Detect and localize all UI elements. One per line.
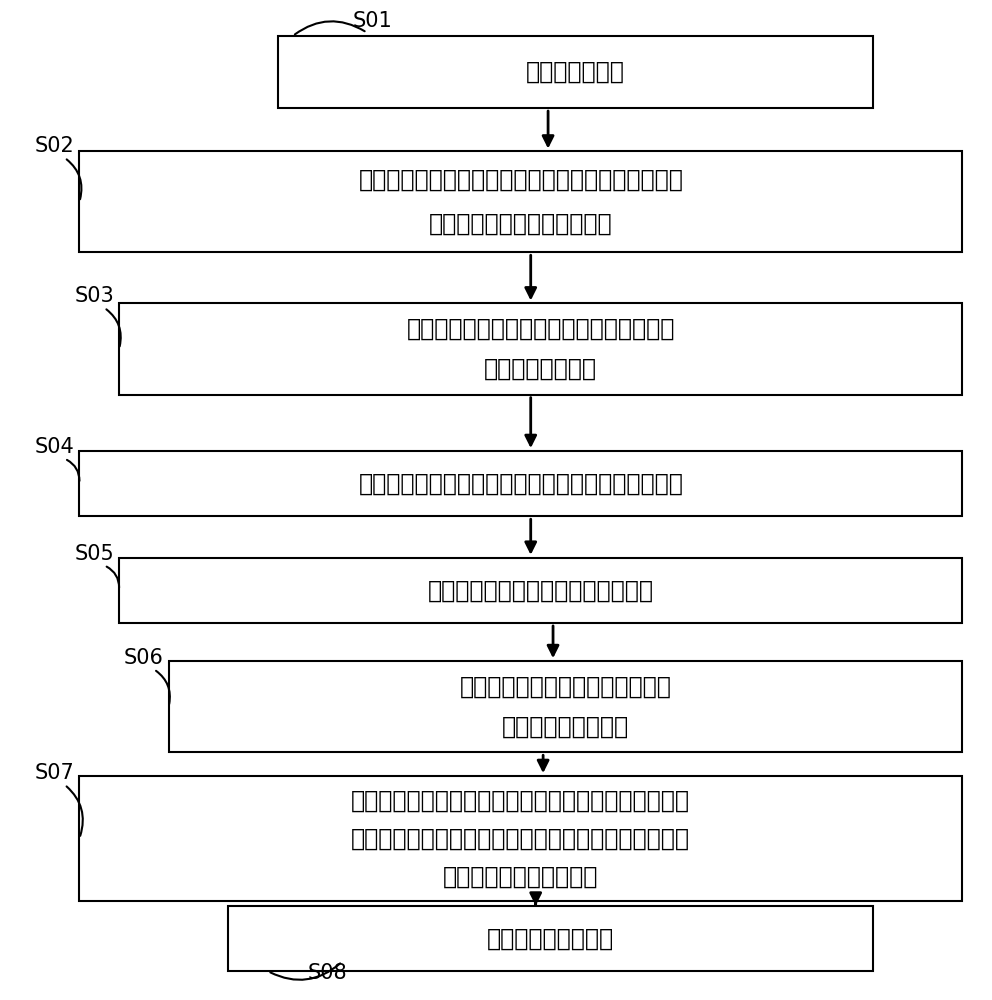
- Text: 在空腔及刻蚀孔的内表面上分别形成背栅介质层和第二: 在空腔及刻蚀孔的内表面上分别形成背栅介质层和第二: [351, 789, 690, 813]
- Bar: [79, 151, 962, 252]
- Bar: [278, 36, 873, 108]
- Text: S08: S08: [308, 963, 347, 983]
- Text: 填充开口及隔离沟槽，以分别形成第一绛缘层和隔离: 填充开口及隔离沟槽，以分别形成第一绛缘层和隔离: [358, 472, 683, 496]
- Bar: [169, 661, 962, 752]
- Text: S05: S05: [74, 544, 114, 564]
- Bar: [228, 906, 873, 971]
- Text: 在半导体袆底上依次形成第一半导体层和第二半导体: 在半导体袆底上依次形成第一半导体层和第二半导体: [358, 168, 683, 192]
- Text: 绛缘层，并分别以导体层和连接层填充空腔及刻蚀孔，: 绛缘层，并分别以导体层和连接层填充空腔及刻蚀孔，: [351, 826, 690, 850]
- Text: 体层，以形成开口: 体层，以形成开口: [484, 357, 597, 381]
- Bar: [79, 451, 962, 516]
- Bar: [119, 303, 962, 395]
- Text: S02: S02: [35, 136, 74, 156]
- Text: S04: S04: [35, 437, 74, 457]
- Text: 层的叠层，叠层间为隔离沟槽: 层的叠层，叠层间为隔离沟槽: [429, 212, 613, 236]
- Text: 导体层，以形成空腔: 导体层，以形成空腔: [502, 715, 629, 739]
- Text: 提供半导体袆底: 提供半导体袆底: [526, 60, 625, 84]
- Bar: [79, 776, 962, 901]
- Text: S01: S01: [352, 11, 392, 31]
- Text: 在第二半导体层中形成贯通的刻蚀孔: 在第二半导体层中形成贯通的刻蚀孔: [428, 578, 654, 602]
- Text: S06: S06: [124, 648, 164, 668]
- Text: 以分别形成背栅及连接孔: 以分别形成背栅及连接孔: [443, 864, 598, 888]
- Bar: [119, 558, 962, 623]
- Text: 进行器件的后续加工: 进行器件的后续加工: [487, 926, 614, 950]
- Text: S07: S07: [35, 763, 74, 783]
- Text: 通过刻蚀孔腐蚀去除剩余的第一半: 通过刻蚀孔腐蚀去除剩余的第一半: [459, 675, 672, 699]
- Text: S03: S03: [74, 286, 114, 306]
- Text: 从第一半导体层的端部去除部分的第一半导: 从第一半导体层的端部去除部分的第一半导: [407, 317, 675, 341]
